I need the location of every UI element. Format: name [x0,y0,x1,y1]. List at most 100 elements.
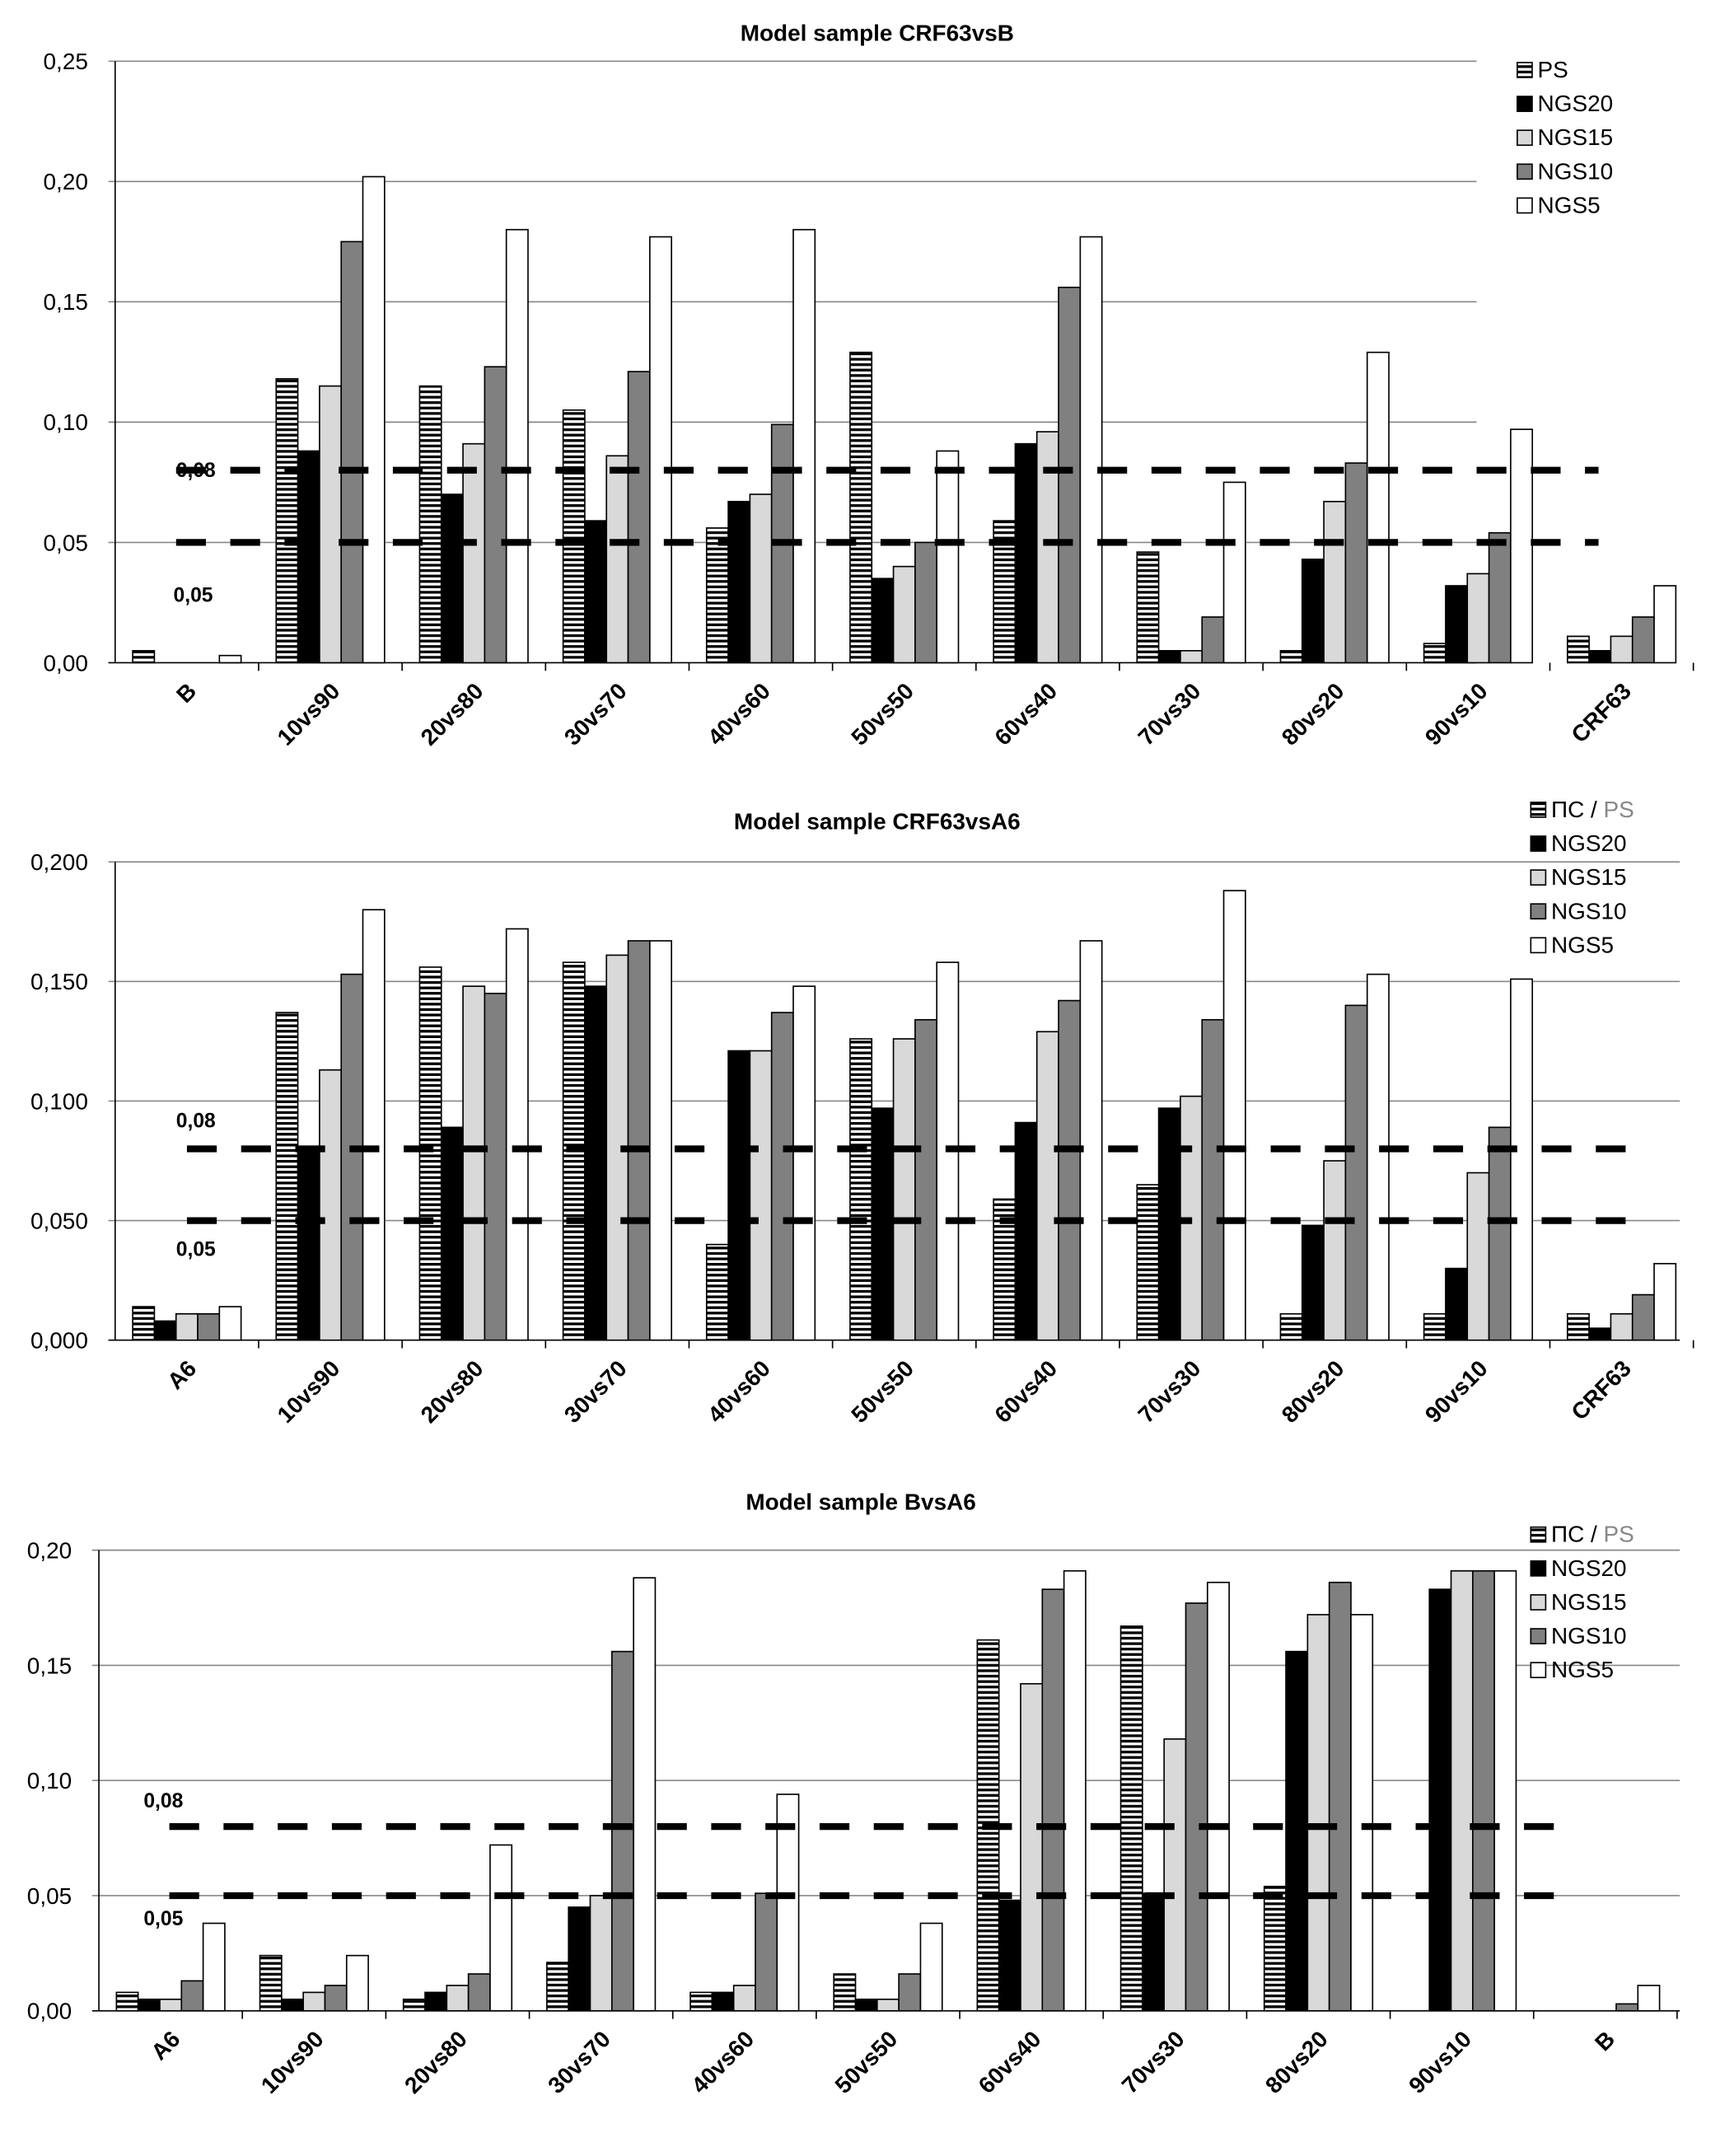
x-tick-label: 50vs50 [846,1355,918,1428]
legend-label-part: NGS10 [1551,898,1627,924]
bar-ngs20 [1014,1121,1038,1341]
bar-ngs15 [1466,1172,1490,1341]
y-tick-label: 0,25 [44,49,88,74]
bar-ngs10 [1058,999,1082,1341]
bar-ngs10 [324,1985,348,2012]
bar-ngs20 [297,450,320,664]
bar-ngs15 [1180,650,1204,664]
bar-ngs5 [649,940,672,1341]
bar-ngs5 [218,1306,242,1341]
bar-ngs15 [749,493,773,664]
bar-ngs20 [727,500,751,664]
bar-ngs5 [936,450,960,664]
bar-ngs15 [1466,573,1490,664]
legend-label: NGS20 [1551,830,1627,856]
bar-ngs20 [584,985,608,1341]
legend-swatch [1530,1628,1547,1644]
bar-ngs15 [1450,1569,1474,2012]
bar-ngs5 [1653,585,1677,664]
bar-ps [402,1998,426,2012]
x-tick-label: 60vs40 [989,678,1062,751]
x-tick-label: 40vs60 [703,1355,775,1428]
x-tick-label: A6 [162,1355,201,1394]
x-tick-label: 80vs20 [1277,1355,1349,1428]
y-tick-label: 0,000 [30,1328,88,1354]
y-tick-label: 0,050 [30,1208,88,1233]
bar-ngs15 [1610,1312,1634,1341]
bar-ngs10 [484,366,507,664]
bar-ngs15 [446,1985,470,2012]
x-tick-label: 10vs90 [256,2026,329,2098]
x-tick-label: 30vs70 [559,678,632,751]
x-tick-label: 20vs80 [416,1355,488,1428]
x-tick-label: 40vs60 [686,2026,759,2098]
bar-ngs15 [1306,1614,1330,2012]
legend-swatch [1517,163,1533,180]
x-tick-label: 70vs30 [1133,678,1206,751]
y-tick-label: 0,150 [30,969,88,994]
bar-ngs20 [424,1991,448,2012]
threshold-label: 0,08 [143,1790,183,1812]
bar-ngs20 [854,1998,878,2012]
bar-ps [849,1038,873,1341]
bar-ngs15 [605,455,629,664]
legend-swatch [1517,62,1533,78]
chart-1: Model sample CRF63vsB 0,00 0,05 0,10 0,15 0,2… [44,21,1694,751]
bar-ngs10 [610,1650,634,2012]
x-tick-label: 30vs70 [559,1355,632,1428]
bar-ngs10 [1615,2003,1639,2012]
bar-ngs20 [1157,1107,1181,1341]
bar-ngs5 [1510,978,1534,1341]
x-tick-label: 30vs70 [543,2026,615,2098]
bar-ps [275,377,299,664]
bar-ngs20 [1301,559,1325,664]
y-tick-label: 0,100 [30,1088,88,1114]
legend-swatch [1530,802,1547,818]
bar-ngs5 [919,1922,943,2012]
bar-ngs15 [749,1050,773,1341]
bar-ngs5 [1653,1263,1677,1341]
bar-ngs5 [1366,973,1390,1341]
bar-ngs10 [1488,1126,1512,1341]
bar-ngs10 [1185,1602,1208,2012]
bar-ngs5 [362,175,386,664]
x-tick-label: 60vs40 [989,1355,1062,1428]
legend-label-part: NGS20 [1551,830,1627,856]
bar-ps [562,409,586,664]
legend-swatch [1517,129,1533,147]
bar-ngs10 [1328,1581,1352,2012]
bar-ps [1136,1184,1160,1341]
legend-label: NGS5 [1551,932,1614,957]
y-tick-label: 0,20 [27,1537,72,1563]
x-tick-label: 70vs30 [1133,1355,1206,1428]
bar-ngs5 [1637,1985,1661,2012]
legend-label: NGS15 [1551,864,1627,890]
bar-ngs20 [1014,442,1038,664]
legend-label: NGS15 [1538,124,1614,150]
bar-ps [418,966,442,1341]
bar-ngs15 [892,565,916,664]
legend-swatch [1530,1560,1547,1577]
bar-ngs15 [319,1069,343,1341]
bar-ngs5 [1063,1569,1087,2012]
legend-label: NGS15 [1551,1589,1627,1615]
y-tick-label: 0,15 [27,1653,72,1678]
bar-ngs5 [1079,940,1103,1341]
bar-ngs10 [1201,616,1225,664]
bar-ngs5 [792,985,816,1341]
chart-3: Model sample BvsA6 0,00 0,05 0,10 0,15 0,20 A6… [27,1489,1680,2098]
x-tick-label: CRF63 [1566,678,1635,747]
legend-label: NGS5 [1538,192,1601,217]
bar-ngs10 [914,541,938,664]
bar-ngs15 [1035,431,1059,664]
legend-swatch [1530,903,1547,920]
x-tick-label: 50vs50 [846,678,918,751]
legend-label: PS [1538,57,1568,82]
legend-label-part: NGS5 [1551,1657,1614,1682]
x-tick-label: 80vs20 [1277,678,1349,751]
x-tick-label: 90vs10 [1420,678,1493,751]
legend-label-part: NGS5 [1551,932,1614,957]
bar-ps [705,1243,729,1341]
legend-label: NGS10 [1551,898,1627,924]
